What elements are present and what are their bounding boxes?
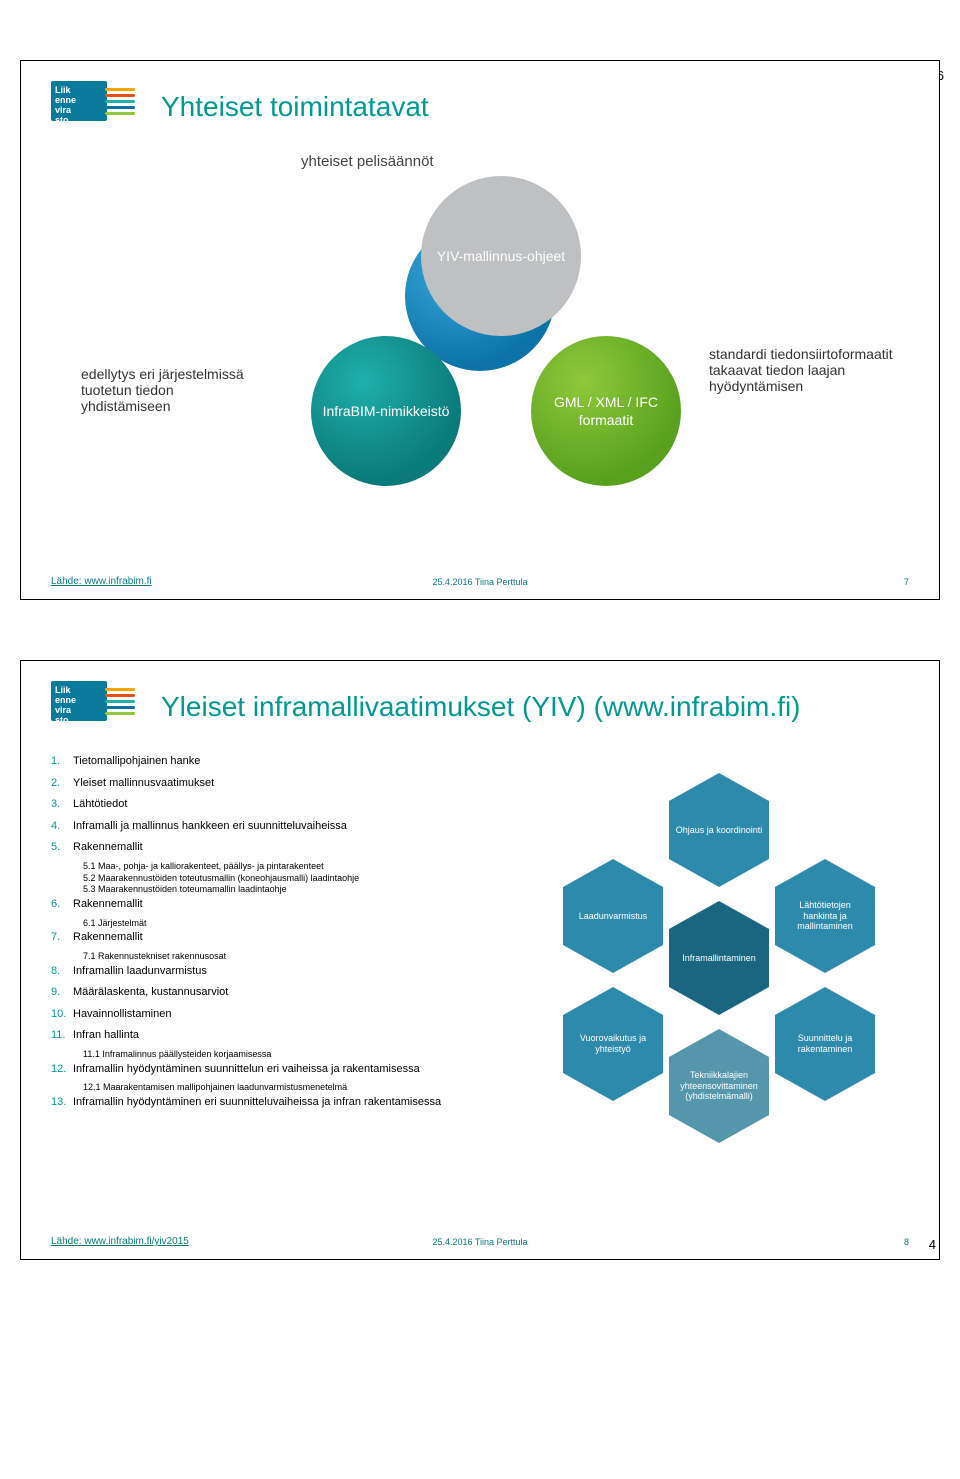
list-item: 9.Määrälaskenta, kustannusarviot [51,984,531,1002]
list-item: 4.Inframalli ja mallinnus hankkeen eri s… [51,818,531,836]
circle-right: GML / XML / IFC formaatit [531,336,681,486]
hex-bot: Tekniikkalajien yhteensovittaminen (yhdi… [669,1057,769,1115]
hex-diagram: Ohjaus ja koordinointi Laadunvarmistus L… [539,801,899,1121]
left-label: edellytys eri järjestelmissä tuotetun ti… [81,366,251,414]
hex-bl: Vuorovaikutus ja yhteistyö [563,1015,663,1073]
slide-1: Liik enne vira sto Yhteiset toimintatava… [20,60,940,600]
slide-2: Liik enne vira sto Yleiset inframallivaa… [20,660,940,1260]
slide2-title: Yleiset inframallivaatimukset (YIV) (www… [161,691,909,723]
slide1-subtitle: yhteiset pelisäännöt [301,153,909,170]
list-item: 3.Lähtötiedot [51,796,531,814]
list-item: 10.Havainnollistaminen [51,1006,531,1024]
logo-decoration [105,685,135,718]
list-item: 1.Tietomallipohjainen hanke [51,753,531,771]
logo-text: Liik enne vira sto [51,81,107,121]
list-item: 8.Inframallin laadunvarmistus [51,963,531,981]
list-subitem: 12.1 Maarakentamisen mallipohjainen laad… [51,1082,531,1094]
page-number: 4 [929,1237,936,1252]
list-item: 11.Infran hallinta [51,1027,531,1045]
list-subitem: 5.3 Maarakennustöiden toteumamallin laad… [51,884,531,896]
hex-left: Laadunvarmistus [563,887,663,945]
list-subitem: 5.2 Maarakennustöiden toteutusmallin (ko… [51,873,531,885]
logo-text: Liik enne vira sto [51,681,107,721]
list-subitem: 6.1 Järjestelmät [51,918,531,930]
circle-left: InfraBIM-nimikkeistö [311,336,461,486]
list-item: 5.Rakennemallit [51,839,531,857]
list-item: 13.Inframallin hyödyntäminen eri suunnit… [51,1094,531,1112]
slide2-footer-right: 8 [904,1237,909,1247]
list-item: 2.Yleiset mallinnusvaatimukset [51,775,531,793]
slide2-source: Lähde: www.infrabim.fi/yiv2015 [51,1236,189,1247]
slide1-title: Yhteiset toimintatavat [161,91,909,123]
list-item: 7.Rakennemallit [51,929,531,947]
list-subitem: 7.1 Rakennustekniset rakennusosat [51,951,531,963]
slide2-footer-center: 25.4.2016 Tiina Perttula [432,1237,527,1247]
list-subitem: 5.1 Maa-, pohja- ja kalliorakenteet, pää… [51,861,531,873]
hex-right: Lähtötietojen hankinta ja mallintaminen [775,887,875,945]
logo: Liik enne vira sto [51,81,141,127]
hex-top: Ohjaus ja koordinointi [669,801,769,859]
list-item: 6.Rakennemallit [51,896,531,914]
list-subitem: 11.1 Inframalinnus päällysteiden korjaam… [51,1049,531,1061]
circle-top: YIV-mallinnus-ohjeet [421,176,581,336]
logo: Liik enne vira sto [51,681,141,727]
logo-decoration [105,85,135,118]
list-item: 12.Inframallin hyödyntäminen suunnittelu… [51,1061,531,1079]
hex-br: Suunnittelu ja rakentaminen [775,1015,875,1073]
slide1-source: Lähde: www.infrabim.fi [51,576,152,587]
slide1-footer-center: 25.4.2016 Tiina Perttula [432,577,527,587]
slide1-footer-right: 7 [904,577,909,587]
yiv-list: 1.Tietomallipohjainen hanke 2.Yleiset mal… [51,753,531,1112]
hex-mid: Inframallintaminen [669,929,769,987]
right-label: standardi tiedonsiirtoformaatit takaavat… [709,346,899,394]
